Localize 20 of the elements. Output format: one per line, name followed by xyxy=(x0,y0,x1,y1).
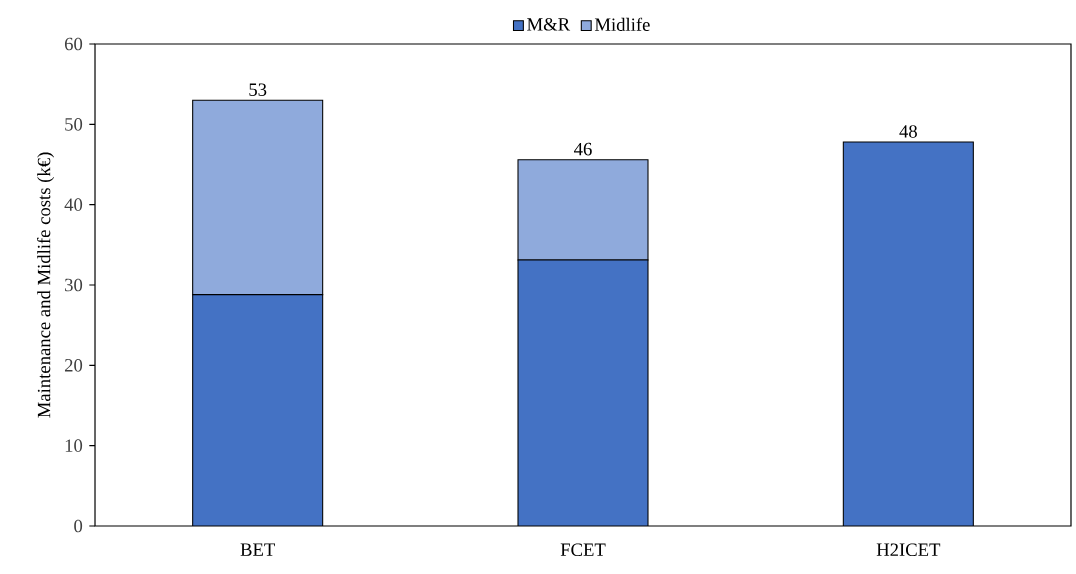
bar xyxy=(517,259,649,526)
x-tick-label: BET xyxy=(240,543,275,556)
legend-label: Midlife xyxy=(594,17,650,31)
total-label: 53 xyxy=(249,83,267,96)
legend-label: M&R xyxy=(527,17,571,31)
y-tick-label: 50 xyxy=(65,118,83,131)
y-tick-label: 60 xyxy=(64,37,83,51)
y-tick-label: 30 xyxy=(65,278,83,292)
bar xyxy=(842,141,974,526)
y-axis-title: Maintenance and Midlife costs (k€) xyxy=(36,152,55,418)
x-tick-label: H2ICET xyxy=(876,543,941,557)
y-tick-label: 40 xyxy=(64,198,83,211)
bar xyxy=(192,294,324,526)
y-tick-label: 10 xyxy=(65,439,83,452)
bar xyxy=(517,159,649,261)
y-tick-label: 0 xyxy=(74,519,83,533)
y-tick-label: 20 xyxy=(64,359,83,372)
total-label: 46 xyxy=(574,142,592,156)
x-tick-label: FCET xyxy=(560,543,606,557)
total-label: 48 xyxy=(899,125,917,138)
